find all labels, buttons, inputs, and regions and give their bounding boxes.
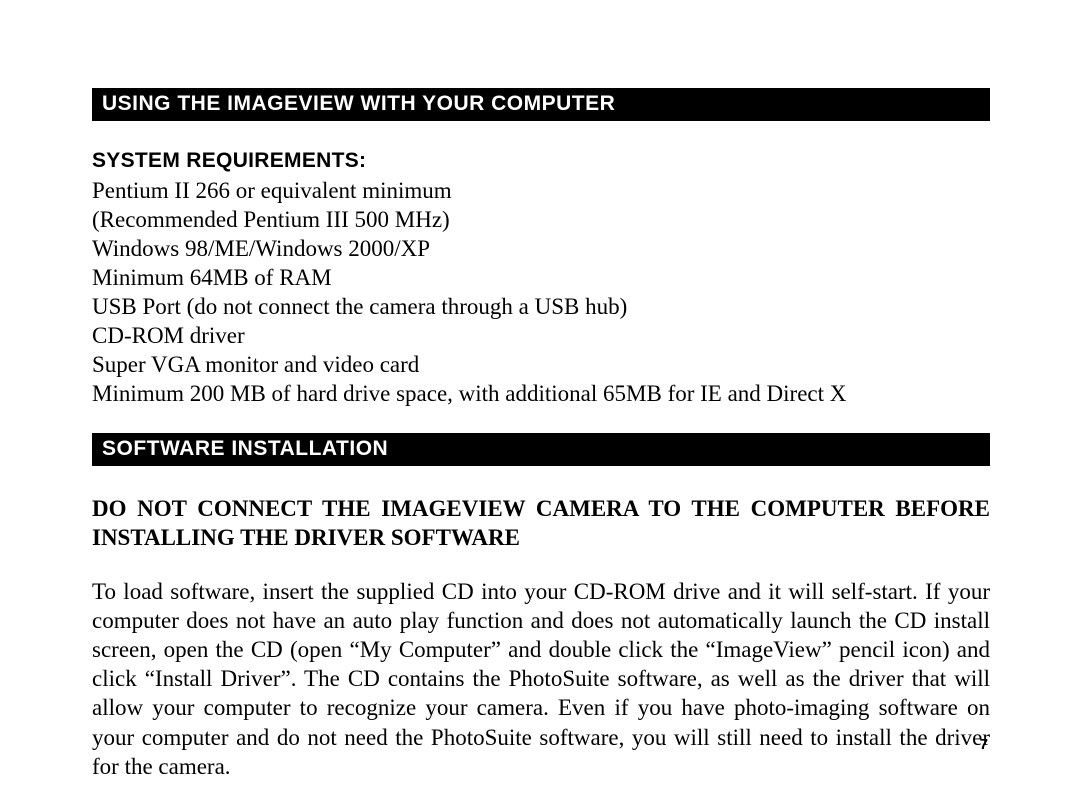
req-line: (Recommended Pentium III 500 MHz): [92, 206, 990, 235]
page-number: 7: [980, 736, 988, 753]
section-heading-computer: USING THE IMAGEVIEW WITH YOUR COMPUTER: [92, 88, 990, 121]
req-line: Minimum 200 MB of hard drive space, with…: [92, 380, 990, 409]
req-line: Super VGA monitor and video card: [92, 351, 990, 380]
req-line: USB Port (do not connect the camera thro…: [92, 293, 990, 322]
section-heading-software-installation: SOFTWARE INSTALLATION: [92, 433, 990, 466]
manual-page: USING THE IMAGEVIEW WITH YOUR COMPUTER S…: [0, 0, 1080, 811]
system-requirements-list: Pentium II 266 or equivalent minimum (Re…: [92, 177, 990, 409]
req-line: Pentium II 266 or equivalent minimum: [92, 177, 990, 206]
req-line: CD-ROM driver: [92, 322, 990, 351]
req-line: Windows 98/ME/Windows 2000/XP: [92, 235, 990, 264]
subhead-system-requirements: SYSTEM REQUIREMENTS:: [92, 149, 990, 173]
req-line: Minimum 64MB of RAM: [92, 264, 990, 293]
installation-paragraph: To load software, insert the supplied CD…: [92, 577, 990, 781]
installation-warning: DO NOT CONNECT THE IMAGEVIEW CAMERA TO T…: [92, 494, 990, 553]
